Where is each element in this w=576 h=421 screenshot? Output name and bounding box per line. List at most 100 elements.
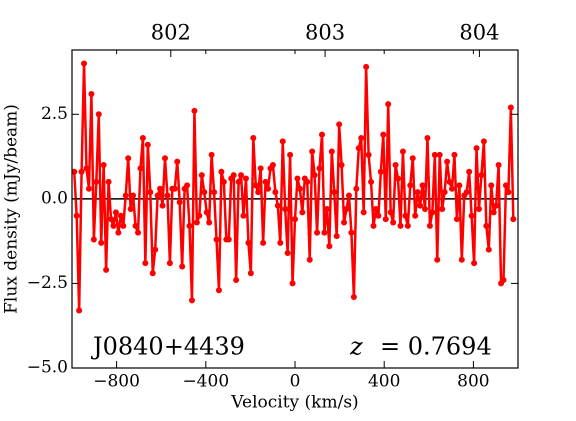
data-point — [201, 189, 208, 196]
data-point — [323, 206, 330, 212]
data-point — [108, 216, 115, 223]
y-tick-label: −5.0 — [27, 358, 68, 378]
data-point — [350, 293, 357, 300]
data-point — [360, 209, 367, 216]
data-point — [292, 216, 298, 223]
data-point — [306, 256, 313, 263]
data-point — [171, 185, 178, 192]
data-point — [105, 178, 112, 185]
data-point — [404, 222, 411, 229]
redshift-symbol: z — [349, 333, 363, 361]
data-point — [179, 263, 186, 270]
data-point — [502, 182, 509, 189]
data-point — [475, 206, 482, 212]
x-axis-label: Velocity (km/s) — [230, 393, 358, 413]
data-point — [135, 229, 142, 236]
data-point — [272, 189, 279, 196]
data-point — [211, 189, 218, 196]
data-point — [419, 182, 426, 189]
data-point — [83, 165, 90, 172]
data-point — [159, 202, 166, 209]
data-point — [242, 175, 249, 182]
data-point — [353, 185, 360, 192]
data-point — [154, 192, 161, 199]
redshift: = 0.7694 — [380, 333, 492, 361]
data-point — [294, 175, 301, 182]
data-point — [72, 168, 78, 175]
plot-area — [72, 60, 518, 314]
spectrum-line — [72, 62, 515, 312]
data-point — [198, 172, 205, 179]
data-point — [336, 121, 343, 128]
data-point — [161, 155, 168, 162]
data-point — [164, 192, 171, 199]
data-point — [485, 246, 492, 253]
data-point — [453, 216, 460, 223]
data-point — [115, 229, 122, 236]
data-point — [203, 209, 210, 216]
data-point — [397, 222, 404, 229]
data-point — [463, 189, 470, 196]
data-point — [490, 209, 497, 216]
data-point — [245, 239, 252, 246]
data-point — [88, 90, 95, 97]
data-point — [144, 141, 151, 148]
data-point — [372, 206, 379, 212]
data-point — [149, 270, 156, 277]
data-point — [218, 168, 225, 175]
data-point — [429, 209, 436, 216]
annotation: J0840+4439 — [90, 333, 245, 361]
data-point — [85, 185, 92, 192]
data-point — [380, 131, 387, 138]
data-point — [341, 219, 348, 226]
data-point — [318, 131, 325, 138]
data-point — [186, 222, 193, 229]
data-point — [193, 219, 200, 226]
data-point — [299, 209, 306, 216]
data-point — [157, 185, 164, 192]
data-point — [441, 189, 448, 196]
x-tick-label: 0 — [290, 372, 301, 392]
data-point — [493, 202, 500, 209]
data-point — [375, 212, 382, 219]
data-point — [510, 216, 517, 223]
data-point — [500, 277, 507, 284]
data-point — [355, 145, 362, 152]
data-point — [431, 151, 438, 158]
data-point — [387, 209, 394, 216]
data-point — [385, 101, 392, 108]
data-point — [284, 249, 291, 256]
data-point — [277, 239, 284, 246]
data-point — [122, 192, 129, 199]
data-point — [257, 165, 264, 172]
y-tick-label: 0.0 — [41, 188, 68, 208]
x2-tick-label: 804 — [459, 21, 499, 45]
data-point — [174, 158, 181, 165]
data-point — [390, 219, 397, 226]
data-point — [247, 270, 254, 277]
data-point — [142, 260, 149, 267]
data-point — [365, 151, 372, 158]
data-point — [326, 243, 333, 250]
data-point — [90, 236, 97, 243]
x-tick-label: 400 — [368, 372, 400, 392]
data-point — [98, 239, 105, 246]
data-point — [507, 104, 514, 111]
data-point — [125, 155, 132, 162]
data-point — [311, 172, 318, 179]
data-point — [81, 60, 88, 67]
x2-tick-label: 802 — [151, 21, 191, 45]
data-point — [206, 219, 213, 226]
data-point — [152, 246, 159, 253]
data-point — [426, 222, 433, 229]
data-point — [78, 168, 85, 175]
data-point — [436, 151, 443, 158]
data-point — [132, 222, 139, 229]
data-point — [466, 168, 473, 175]
x-tick-label: −800 — [93, 372, 140, 392]
data-point — [225, 236, 232, 243]
data-point — [76, 307, 83, 314]
data-point — [309, 148, 316, 155]
data-point — [238, 172, 245, 179]
data-point — [130, 192, 137, 199]
